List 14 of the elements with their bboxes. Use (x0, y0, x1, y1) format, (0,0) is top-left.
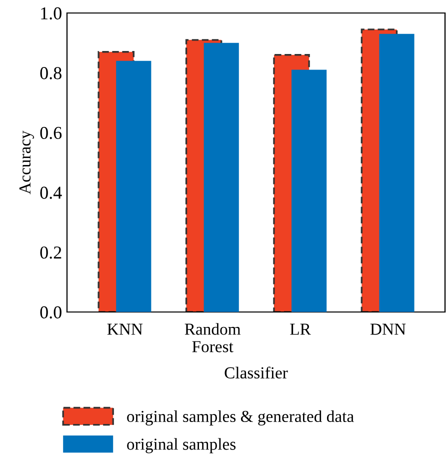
x-tick-label: LR (290, 324, 311, 335)
x-tick-label: KNN (107, 324, 143, 335)
y-tick-label: 0.6 (40, 126, 62, 140)
x-tick-label: DNN (370, 324, 406, 335)
legend-label: original samples & generated data (127, 410, 354, 426)
y-tick-label: 0.0 (40, 306, 62, 319)
y-tick-label: 0.4 (40, 186, 62, 199)
x-tick-label: Random Forest (184, 323, 241, 352)
y-tick-label: 1.0 (41, 7, 62, 20)
y-tick-label: 0.8 (40, 67, 62, 80)
x-axis-title: Classifier (224, 366, 288, 378)
legend-label: original samples (127, 438, 236, 454)
y-axis-title: Accuracy (19, 130, 34, 194)
y-tick-label: 0.2 (40, 246, 62, 259)
